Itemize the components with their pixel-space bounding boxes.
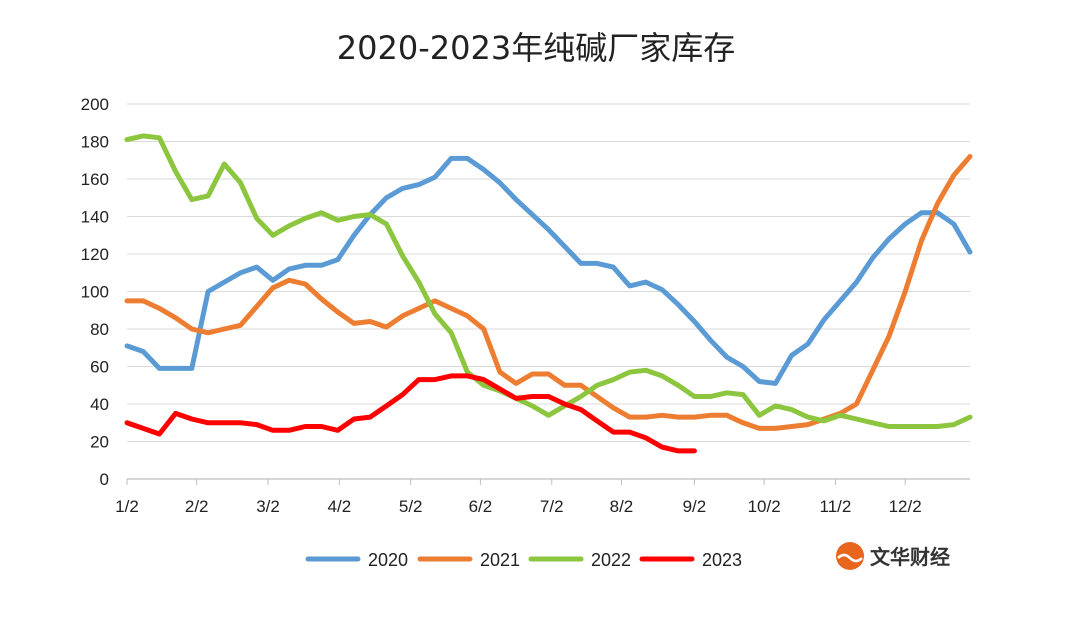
legend-label-2022: 2022	[591, 550, 631, 570]
axes: 0 20 40 60 80 100 120 140 160 180 200 1/2 2/2 3/2 4/2 5…	[81, 95, 970, 516]
y-tick-label: 100	[81, 283, 109, 302]
x-tick-label: 7/2	[540, 497, 564, 516]
grid	[127, 103, 970, 442]
series-line-2021	[124, 154, 973, 431]
y-tick-label: 160	[81, 170, 109, 189]
y-tick-label: 80	[90, 320, 109, 339]
x-tick-label: 8/2	[610, 497, 634, 516]
watermark-text: 文华财经	[870, 545, 950, 569]
wenhua-logo-wave	[837, 553, 863, 563]
series-group	[124, 133, 973, 454]
wenhua-logo-icon	[836, 542, 864, 570]
y-tick-label: 60	[90, 358, 109, 377]
x-tick-label: 9/2	[683, 497, 707, 516]
chart-title: 2020-2023年纯碱厂家库存	[337, 29, 735, 67]
x-tick-label: 6/2	[469, 497, 493, 516]
y-tick-label: 200	[81, 95, 109, 114]
x-tick-label: 12/2	[889, 497, 922, 516]
x-tick-label: 10/2	[748, 497, 781, 516]
x-tick-label: 3/2	[256, 497, 280, 516]
legend-label-2021: 2021	[480, 550, 520, 570]
x-tick-label: 11/2	[820, 497, 852, 516]
y-tick-label: 120	[81, 245, 109, 264]
y-tick-label: 140	[81, 208, 109, 227]
legend: 2020 2021 2022 2023	[305, 550, 742, 570]
y-tick-label: 20	[90, 433, 109, 452]
y-tick-label: 40	[90, 395, 109, 414]
y-tick-label: 0	[100, 470, 109, 489]
x-tick-label: 2/2	[185, 497, 209, 516]
legend-label-2023: 2023	[702, 550, 742, 570]
watermark: 文华财经	[836, 542, 950, 570]
x-tick-label: 4/2	[328, 497, 352, 516]
x-tick-label: 1/2	[115, 497, 139, 516]
legend-label-2020: 2020	[368, 550, 408, 570]
series-line-2020	[124, 155, 973, 386]
series-line-2022	[124, 133, 973, 429]
x-tick-label: 5/2	[399, 497, 423, 516]
series-line-2023	[124, 373, 697, 454]
y-tick-label: 180	[81, 133, 109, 152]
